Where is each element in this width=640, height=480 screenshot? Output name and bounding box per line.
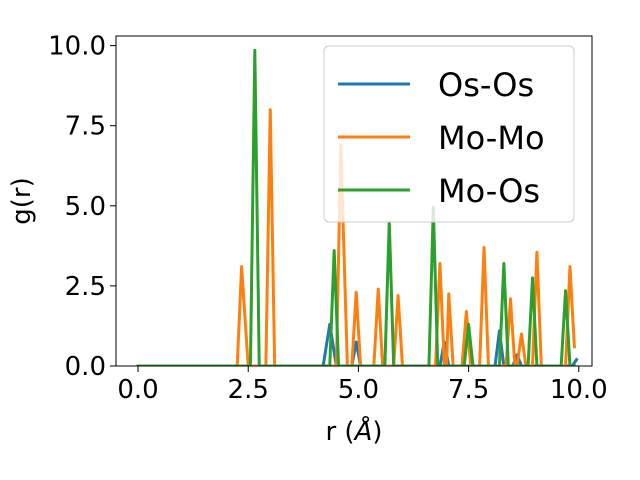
x-tick-label: 2.5 — [228, 375, 269, 405]
y-tick-label: 10.0 — [48, 32, 106, 62]
y-axis-ticks: 0.0 2.5 5.0 7.5 10.0 — [48, 32, 116, 382]
x-tick-label: 0.0 — [117, 375, 158, 405]
x-tick-label: 7.5 — [448, 375, 489, 405]
legend-label: Mo-Os — [438, 172, 540, 210]
series-line-mo-mo — [136, 108, 576, 366]
legend-label: Os-Os — [438, 66, 534, 104]
legend-box — [323, 45, 575, 223]
y-tick-label: 5.0 — [65, 192, 106, 222]
y-tick-label: 0.0 — [65, 352, 106, 382]
series-layer — [136, 48, 579, 366]
plot-frame — [115, 35, 593, 367]
series-line-mo-os — [136, 48, 576, 366]
y-tick-label: 2.5 — [65, 272, 106, 302]
x-axis-label: r (Å) — [325, 415, 382, 447]
x-axis-ticks: 0.0 2.5 5.0 7.5 10.0 — [117, 366, 608, 405]
x-tick-label: 10.0 — [550, 375, 608, 405]
legend: Os-Os Mo-Mo Mo-Os — [323, 45, 575, 223]
y-tick-label: 7.5 — [65, 112, 106, 142]
legend-label: Mo-Mo — [438, 119, 545, 157]
y-axis-label: g(r) — [7, 177, 37, 224]
x-tick-label: 5.0 — [338, 375, 379, 405]
